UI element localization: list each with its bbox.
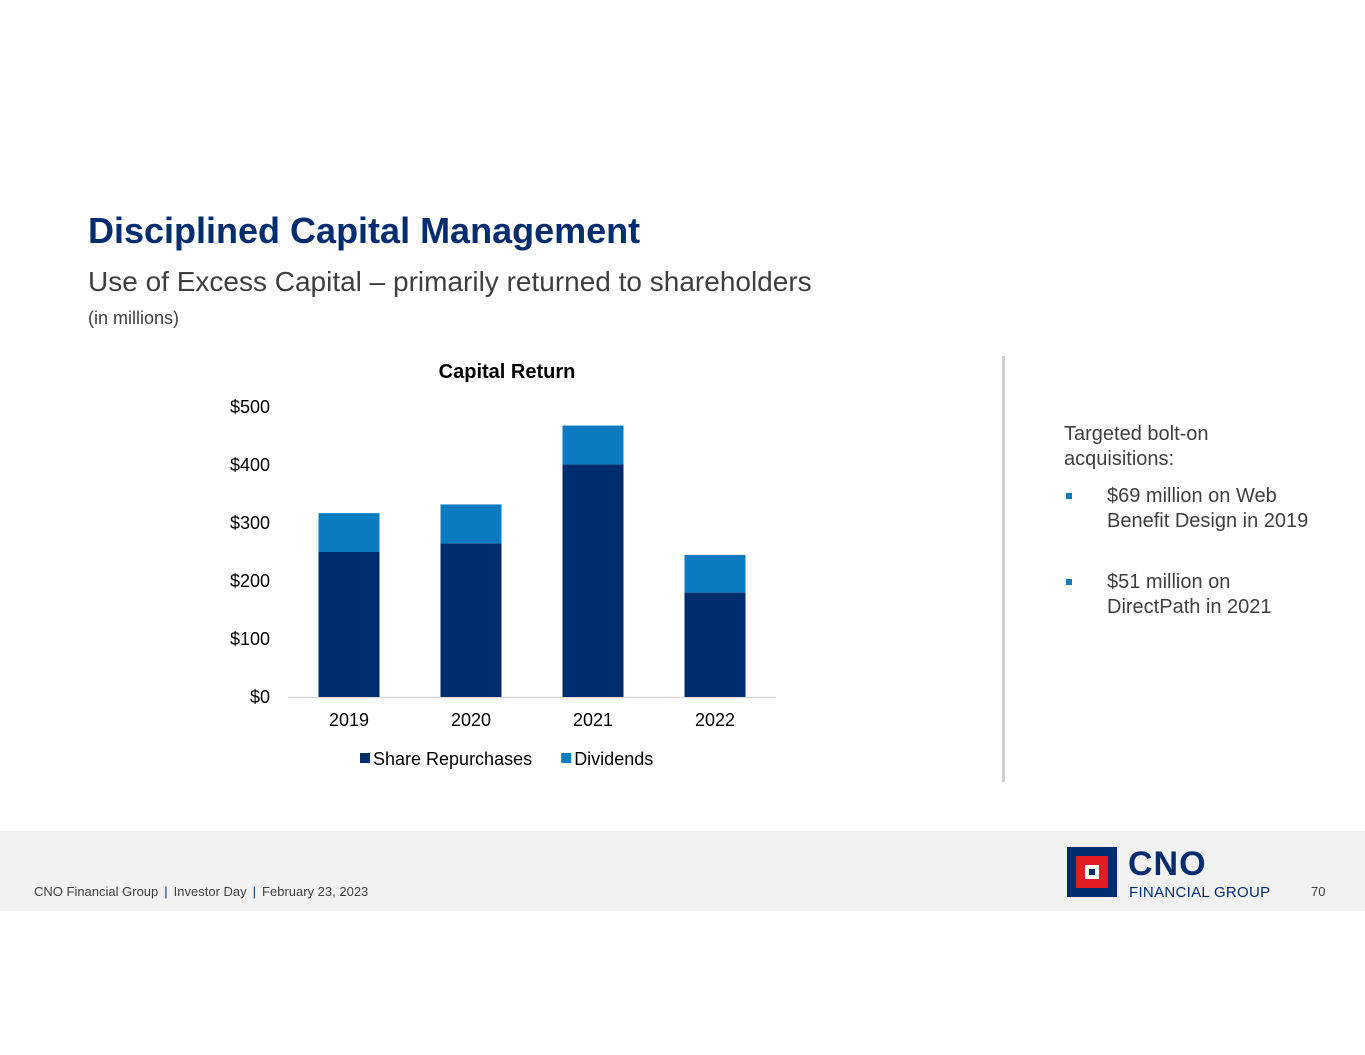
acquisitions-panel: Targeted bolt-on acquisitions: $69 milli… (1064, 422, 1324, 620)
x-tick-label: 2020 (451, 710, 491, 730)
vertical-divider (1002, 356, 1005, 782)
y-tick-label: $200 (230, 571, 270, 591)
bar-share-repurchases-2022 (684, 592, 746, 697)
legend-label: Dividends (574, 749, 653, 769)
chart-legend: Share Repurchases Dividends (360, 749, 653, 769)
list-item: $69 million on Web Benefit Design in 201… (1064, 484, 1324, 534)
unit-note: (in millions) (88, 308, 180, 328)
cno-logo: CNO FINANCIAL GROUP (1067, 845, 1277, 901)
list-item: $51 million on DirectPath in 2021 (1064, 570, 1324, 620)
y-tick-label: $400 (230, 455, 270, 475)
bar-share-repurchases-2019 (318, 552, 380, 697)
x-tick-label: 2019 (329, 710, 369, 730)
bar-share-repurchases-2021 (562, 464, 624, 697)
chart-title: Capital Return (439, 361, 576, 383)
legend-swatch (360, 753, 370, 763)
bar-share-repurchases-2020 (440, 543, 502, 697)
bar-dividends-2021 (562, 425, 624, 465)
capital-return-chart: Capital Return $0 $100 $200 $300 $400 $500 20… (230, 361, 776, 769)
footer-date: February 23, 2023 (262, 884, 369, 899)
slide-title: Disciplined Capital Management (88, 210, 641, 251)
acquisitions-heading: Targeted bolt-on acquisitions: (1064, 423, 1209, 470)
slide-subtitle: Use of Excess Capital – primarily return… (88, 266, 812, 297)
bullet-text: $51 million on DirectPath in 2021 (1107, 571, 1272, 618)
square-bullet-icon (1066, 579, 1072, 585)
footer-event: Investor Day (173, 884, 247, 899)
legend-label: Share Repurchases (373, 749, 532, 769)
y-tick-label: $100 (230, 629, 270, 649)
legend-swatch (561, 753, 572, 763)
footer: CNO Financial Group | Investor Day | Februar… (0, 831, 1365, 911)
footer-separator: | (164, 884, 168, 899)
footer-separator: | (252, 884, 257, 899)
bar-dividends-2020 (440, 504, 502, 544)
acquisitions-list: $69 million on Web Benefit Design in 201… (1064, 484, 1324, 620)
bar-dividends-2019 (318, 513, 380, 552)
y-tick-label: $300 (230, 513, 270, 533)
bullet-text: $69 million on Web Benefit Design in 201… (1107, 485, 1309, 532)
bar-group (318, 425, 746, 697)
footer-company: CNO Financial Group (34, 884, 159, 899)
y-axis-ticks: $0 $100 $200 $300 $400 $500 (230, 397, 270, 707)
cno-logo-mark-icon (1067, 847, 1117, 897)
footer-text: CNO Financial Group | Investor Day | Februar… (34, 884, 368, 899)
y-tick-label: $0 (250, 687, 270, 707)
page-number: 70 (1311, 884, 1326, 899)
x-tick-label: 2022 (695, 710, 735, 730)
square-bullet-icon (1066, 493, 1072, 499)
bar-dividends-2022 (684, 554, 746, 593)
logo-wordmark: CNO (1128, 845, 1207, 883)
x-tick-label: 2021 (573, 710, 613, 730)
logo-subtext: FINANCIAL GROUP (1129, 884, 1271, 901)
y-tick-label: $500 (230, 397, 270, 417)
x-axis-ticks: 2019 2020 2021 2022 (329, 710, 735, 730)
